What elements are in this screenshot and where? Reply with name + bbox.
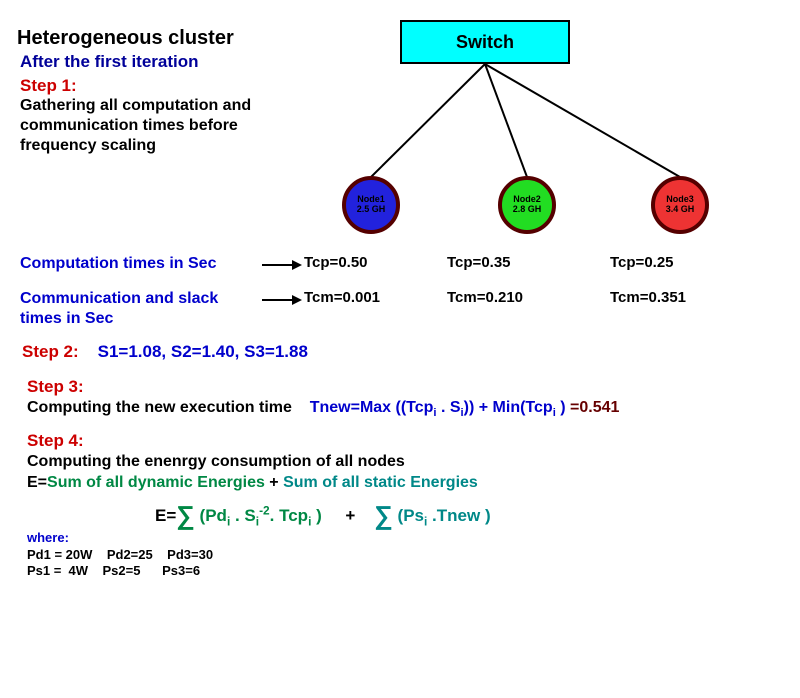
node1: Node1 2.5 GH: [342, 176, 400, 234]
step4-dyn-label: Sum of all dynamic Energies: [47, 474, 265, 491]
node1-freq: 2.5 GH: [357, 205, 386, 215]
step1-line2: communication times before: [20, 117, 238, 135]
params-l1: Pd1 = 20W Pd2=25 Pd3=30: [27, 547, 213, 562]
step4-plus1: +: [265, 474, 283, 491]
step4-formula-dyn3: . Tcp: [270, 506, 308, 525]
switch-label: Switch: [456, 32, 514, 53]
switch-box: Switch: [400, 20, 570, 64]
step4-heading: Step 4:: [27, 431, 84, 451]
step3-lead: Computing the new execution time: [27, 399, 292, 416]
step4-stat-label: Sum of all static Energies: [283, 474, 478, 491]
step4-formula-plus: +: [345, 506, 355, 525]
step3-formula-mid1: . S: [437, 399, 461, 416]
step2-row: Step 2: S1=1.08, S2=1.40, S3=1.88: [22, 342, 308, 362]
step3-formula-end: ): [556, 399, 566, 416]
params-l2: Ps1 = 4W Ps2=5 Ps3=6: [27, 563, 200, 578]
tcp-node1: Tcp=0.50: [304, 254, 368, 271]
arrow-comm-icon: [262, 293, 302, 307]
step3-line: Computing the new execution time Tnew=Ma…: [27, 399, 619, 419]
step4-formula-stat-open: (Ps: [393, 506, 424, 525]
step4-energy-line: E=Sum of all dynamic Energies + Sum of a…: [27, 474, 478, 492]
sigma2-icon: ∑: [374, 500, 393, 530]
step4-formula: E=∑ (Pdi . Si-2. Tcpi ) + ∑ (Psi .Tnew ): [155, 500, 491, 531]
step4-energy-lead: E=: [27, 474, 47, 491]
step3-formula-mid2: )) + Min(Tcp: [464, 399, 553, 416]
step2-text: S1=1.08, S2=1.40, S3=1.88: [98, 342, 308, 361]
sigma1-icon: ∑: [176, 500, 195, 530]
tcm-node1: Tcm=0.001: [304, 289, 380, 306]
node3-freq: 3.4 GH: [666, 205, 695, 215]
step4-formula-stat-mid: .Tnew ): [427, 506, 490, 525]
tcp-node2: Tcp=0.35: [447, 254, 511, 271]
arrow-comp-icon: [262, 258, 302, 272]
step4-text: Computing the enenrgy consumption of all…: [27, 453, 405, 471]
tcp-node3: Tcp=0.25: [610, 254, 674, 271]
where-heading: where:: [27, 530, 69, 545]
step3-formula-lead: Tnew=Max ((Tcp: [310, 399, 434, 416]
page-title: Heterogeneous cluster: [17, 27, 234, 50]
step3-result: =0.541: [566, 399, 620, 416]
step1-line3: frequency scaling: [20, 137, 156, 155]
step1-line1: Gathering all computation and: [20, 97, 251, 115]
communication-label-l2: times in Sec: [20, 310, 113, 328]
tcm-node3: Tcm=0.351: [610, 289, 686, 306]
step4-formula-E: E=: [155, 506, 176, 525]
computation-label: Computation times in Sec: [20, 255, 216, 273]
step3-heading: Step 3:: [27, 377, 84, 397]
communication-label-l1: Communication and slack: [20, 290, 218, 308]
subtitle: After the first iteration: [20, 52, 199, 72]
step2-heading: Step 2:: [22, 342, 79, 361]
step4-formula-dyn-close: ): [311, 506, 321, 525]
step4-formula-dyn-open: (Pd: [195, 506, 227, 525]
step1-heading: Step 1:: [20, 76, 77, 96]
tcm-node2: Tcm=0.210: [447, 289, 523, 306]
node2-freq: 2.8 GH: [513, 205, 542, 215]
node2: Node2 2.8 GH: [498, 176, 556, 234]
node3: Node3 3.4 GH: [651, 176, 709, 234]
step4-formula-dyn2: . S: [230, 506, 256, 525]
